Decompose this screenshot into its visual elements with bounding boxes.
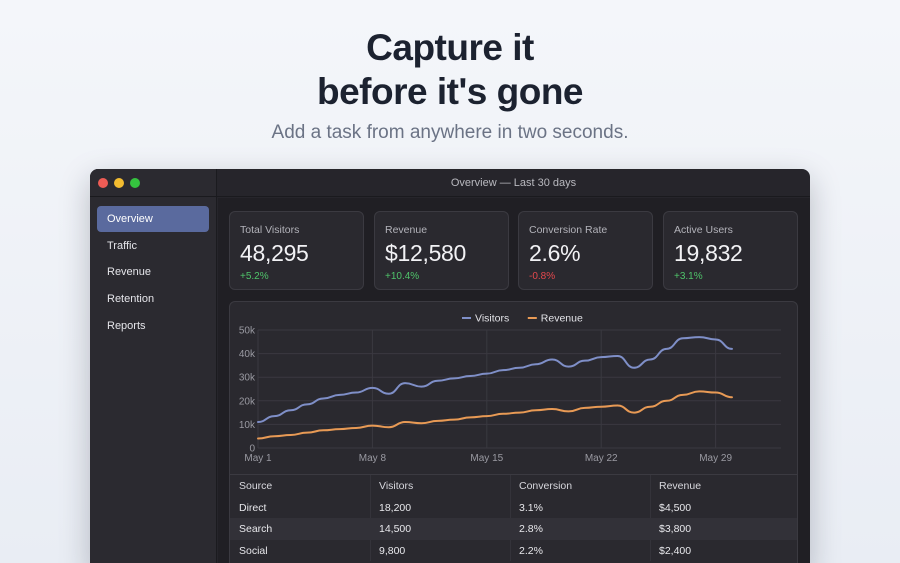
series-line-visitors: [257, 336, 733, 424]
stat-label: Active Users: [674, 224, 733, 236]
stat-delta: +10.4%: [385, 271, 420, 282]
table-header-row: Source Visitors Conversion Revenue: [230, 475, 797, 497]
table-cell: $2,400: [659, 544, 692, 557]
stat-value: 48,295: [240, 240, 309, 266]
stat-value: $12,580: [385, 240, 467, 266]
zoom-window-button[interactable]: [130, 178, 140, 188]
table-row[interactable]: Direct 18,200 3.1% $4,500: [230, 497, 797, 519]
sidebar-item-revenue[interactable]: Revenue: [107, 266, 152, 278]
app-window: Overview Traffic Revenue Retention Repor…: [90, 169, 810, 563]
stat-label: Revenue: [385, 224, 428, 236]
hero-title-line-2: before it's gone: [317, 71, 584, 112]
column-header[interactable]: Revenue: [659, 480, 702, 492]
y-tick-label: 30k: [239, 373, 256, 384]
minimize-window-button[interactable]: [114, 178, 124, 188]
table-cell: 18,200: [379, 501, 412, 514]
sources-table: Source Visitors Conversion Revenue Direc…: [230, 474, 797, 562]
table-cell: 9,800: [379, 544, 406, 557]
sidebar-item-overview[interactable]: Overview: [97, 206, 209, 232]
table-cell: 2.8%: [519, 523, 543, 535]
table-cell: 2.2%: [519, 544, 543, 557]
stat-delta: -0.8%: [529, 271, 556, 282]
stat-value: 2.6%: [529, 240, 581, 266]
y-tick-label: 20k: [239, 396, 256, 407]
y-tick-label: 40k: [239, 349, 256, 360]
stat-label: Conversion Rate: [529, 224, 608, 236]
table-row[interactable]: Social 9,800 2.2% $2,400: [230, 540, 797, 562]
column-header[interactable]: Source: [239, 480, 273, 492]
column-header[interactable]: Visitors: [379, 480, 414, 492]
title-bar: Overview — Last 30 days: [90, 169, 810, 197]
stat-delta: +3.1%: [674, 271, 703, 282]
stat-delta: +5.2%: [240, 271, 269, 282]
stat-card-active-users[interactable]: Active Users 19,832 +3.1%: [663, 211, 798, 290]
x-tick-label: May 15: [470, 453, 503, 464]
table-cell: Direct: [239, 501, 267, 514]
x-tick-label: May 8: [359, 453, 387, 464]
table-row[interactable]: Search 14,500 2.8% $3,800: [230, 518, 797, 540]
sidebar-item-reports[interactable]: Reports: [107, 320, 146, 332]
chart-panel: 0 10k 20k 30k 40k 50k May 1 May 8 May 15 May 22 Ma…: [229, 301, 798, 563]
stat-label: Total Visitors: [240, 224, 300, 236]
table-cell: Search: [239, 523, 273, 535]
stat-value: 19,832: [674, 240, 743, 266]
sidebar-item-retention[interactable]: Retention: [107, 293, 155, 305]
hero-subtitle: Add a task from anywhere in two seconds.: [271, 122, 629, 143]
hero-title-line-1: Capture it: [366, 27, 534, 68]
series-line-revenue: [257, 390, 733, 440]
window-title: Overview — Last 30 days: [450, 177, 577, 189]
stat-card-revenue[interactable]: Revenue $12,580 +10.4%: [374, 211, 509, 290]
line-chart: 0 10k 20k 30k 40k 50k May 1 May 8 May 15 May 22 Ma…: [239, 313, 781, 464]
y-tick-label: 10k: [239, 420, 256, 431]
legend-label: Revenue: [541, 313, 583, 325]
x-tick-label: May 1: [244, 453, 272, 464]
table-cell: 3.1%: [519, 501, 543, 514]
close-window-button[interactable]: [98, 178, 108, 188]
sidebar-item-traffic[interactable]: Traffic: [107, 240, 137, 252]
x-tick-label: May 22: [585, 453, 618, 464]
table-cell: $3,800: [659, 523, 692, 535]
column-header[interactable]: Conversion: [519, 480, 573, 492]
main-content: Total Visitors 48,295 +5.2% Revenue $12,…: [218, 198, 810, 563]
sidebar: Overview Traffic Revenue Retention Repor…: [90, 169, 217, 563]
stat-card-total-visitors[interactable]: Total Visitors 48,295 +5.2%: [229, 211, 364, 290]
x-tick-label: May 29: [699, 453, 732, 464]
y-tick-label: 50k: [239, 326, 256, 337]
table-cell: $4,500: [659, 501, 692, 514]
hero-title: Capture it before it's gone: [0, 26, 900, 114]
y-tick-label: 0: [249, 444, 255, 455]
stat-card-conversion-rate[interactable]: Conversion Rate 2.6% -0.8%: [518, 211, 653, 290]
legend-label: Visitors: [475, 313, 509, 325]
table-cell: Social: [239, 544, 268, 557]
table-cell: 14,500: [379, 523, 412, 535]
